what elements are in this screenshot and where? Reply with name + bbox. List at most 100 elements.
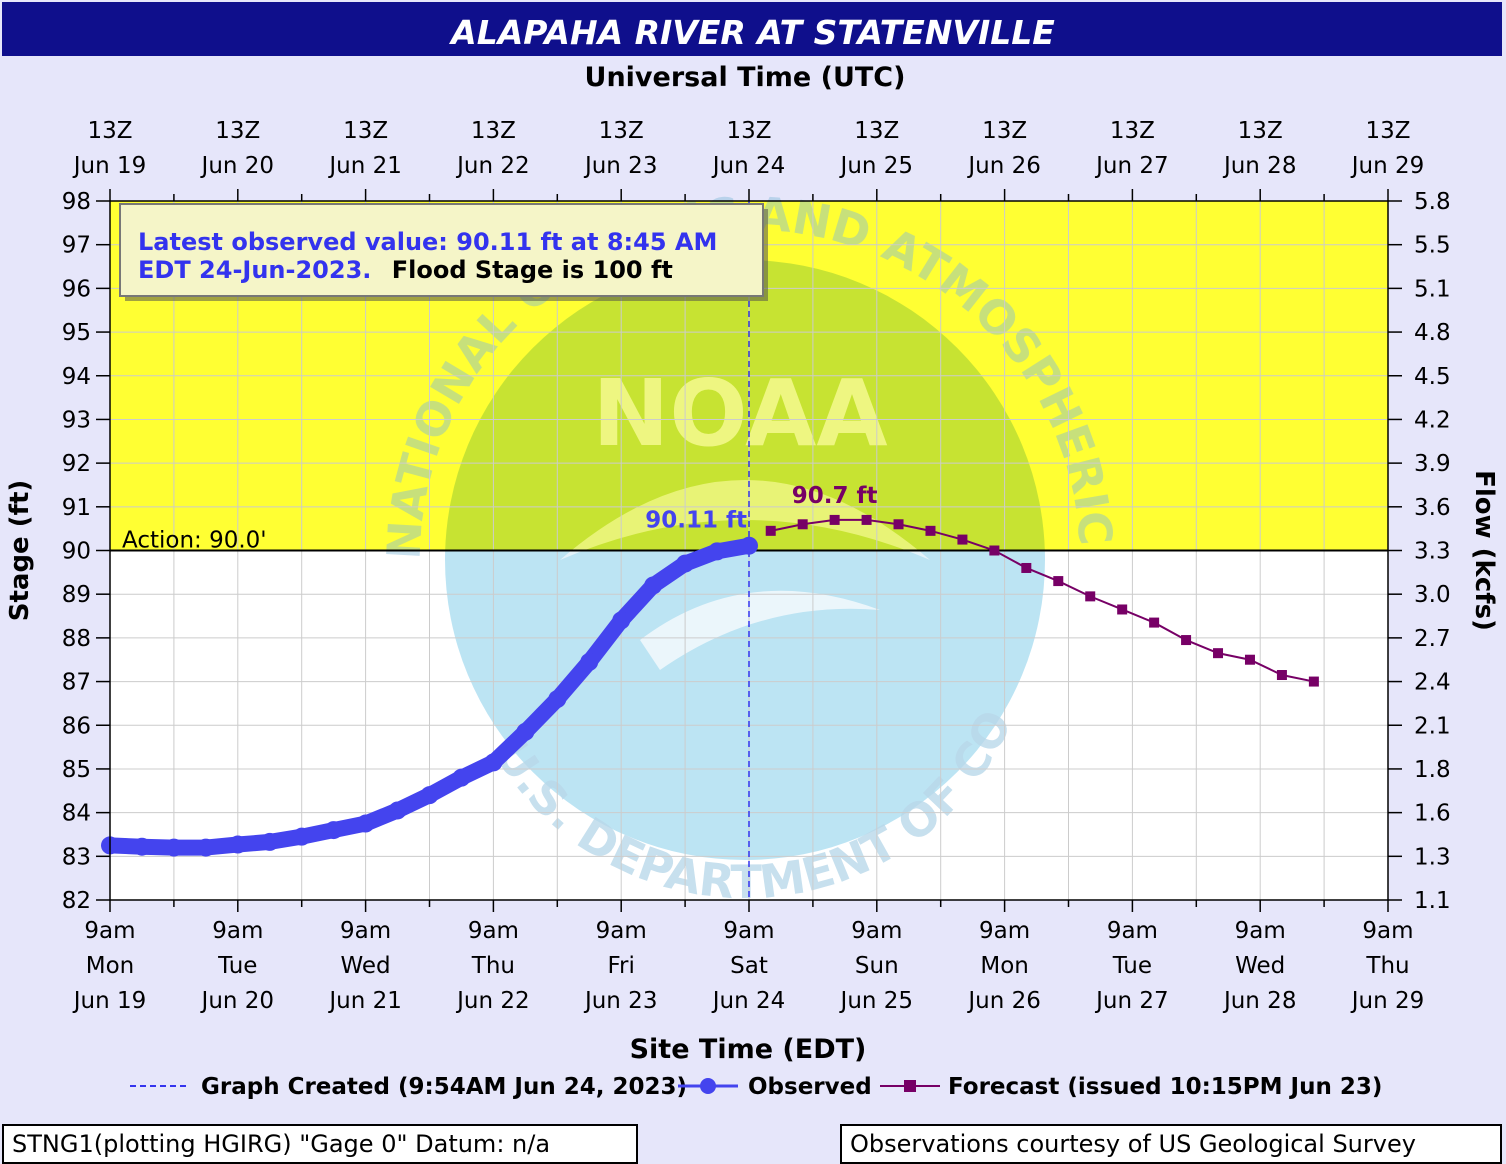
x-tick-label: Jun 19 [72,988,147,1014]
action-stage-label: Action: 90.0' [122,528,267,554]
y2-tick-label: 4.5 [1414,364,1451,390]
x-tick-label: Tue [1112,953,1152,979]
y2-axis-label: Flow (kcfs) [1469,470,1499,631]
observed-point [484,753,503,772]
y2-tick-label: 2.1 [1414,713,1451,739]
x-tick-label: 9am [851,918,902,944]
y2-tick-label: 3.6 [1414,495,1451,521]
y2-tick-label: 2.4 [1414,670,1451,696]
hydrograph-chart: ALAPAHA RIVER AT STATENVILLE Universal T… [0,0,1502,1100]
top-axis-title: Universal Time (UTC) [585,62,906,93]
y-tick-label: 85 [62,757,91,783]
forecast-point [925,525,936,536]
x-tick-label: Thu [471,953,515,979]
observed-point [452,768,471,787]
top-tick-label: 13Z [215,118,260,144]
top-tick-label: Jun 21 [327,153,402,179]
x-tick-label: 9am [1362,918,1413,944]
legend: Graph Created (9:54AM Jun 24, 2023) Obse… [130,1074,1382,1100]
top-tick-label: Jun 27 [1094,153,1169,179]
forecast-point [1117,604,1128,615]
top-tick-label: Jun 29 [1350,153,1425,179]
y-tick-label: 90 [62,539,91,565]
y-tick-label: 83 [62,844,91,870]
x-tick-label: 9am [84,918,135,944]
y-tick-label: 98 [62,189,91,215]
x-tick-label: Jun 26 [966,988,1041,1014]
observed-series [101,536,758,857]
y2-tick-label: 3.0 [1414,582,1451,608]
y-tick-label: 91 [62,495,91,521]
forecast-point [1244,654,1255,665]
forecast-point [989,545,1000,556]
forecast-point [957,534,968,545]
info-line2: EDT 24-Jun-2023. Flood Stage is 100 ft [138,256,673,284]
x-tick-label: 9am [1107,918,1158,944]
forecast-peak-label: 90.7 ft [792,483,878,509]
top-tick-label: 13Z [599,118,644,144]
noaa-globe-lower [445,551,1045,860]
title-bar [2,2,1502,56]
x-tick-label: Jun 24 [711,988,786,1014]
noaa-globe-upper [445,260,1045,551]
y-tick-label: 87 [62,670,91,696]
y-tick-label: 94 [62,364,91,390]
x-tick-label: Jun 29 [1350,988,1425,1014]
forecast-point [1149,617,1160,628]
x-tick-label: Tue [217,953,257,979]
y2-tick-label: 5.1 [1414,276,1451,302]
legend-forecast-marker [904,1080,916,1092]
legend-observed-marker [700,1078,716,1094]
forecast-point [765,525,776,536]
y-tick-label: 82 [62,888,91,914]
y-tick-label: 88 [62,626,91,652]
y2-tick-label: 1.8 [1414,757,1451,783]
info-box-panel [119,203,764,297]
legend-observed: Observed [748,1074,872,1100]
top-tick-label: Jun 24 [711,153,786,179]
y2-tick-label: 5.8 [1414,189,1451,215]
top-tick-label: 13Z [343,118,388,144]
forecast-point [1276,670,1287,681]
noaa-wave-shape [640,590,880,670]
observed-point [708,542,727,561]
observed-point [260,832,279,851]
top-tick-label: Jun 19 [72,153,147,179]
top-tick-label: 13Z [1365,118,1410,144]
observed-value-label: 90.11 ft [645,508,747,534]
y-tick-label: 93 [62,407,91,433]
top-tick-label: 13Z [726,118,771,144]
y2-tick-label: 4.8 [1414,320,1451,346]
x-tick-label: Fri [607,953,634,979]
observed-point [228,835,247,854]
observed-point [324,821,343,840]
forecast-line [770,518,1315,683]
y2-tick-label: 1.3 [1414,844,1451,870]
forecast-point [1053,576,1064,587]
x-tick-label: 9am [212,918,263,944]
x-tick-label: Mon [980,953,1029,979]
top-tick-label: Jun 25 [839,153,914,179]
y2-tick-label: 3.9 [1414,451,1451,477]
x-tick-label: Wed [341,953,391,979]
top-tick-label: 13Z [854,118,899,144]
info-line2-date: EDT 24-Jun-2023. [138,256,371,284]
top-tick-label: Jun 26 [966,153,1041,179]
y2-tick-label: 5.5 [1414,233,1451,259]
x-tick-label: 9am [340,918,391,944]
forecast-point [829,514,840,525]
observed-point [580,652,599,671]
datum-footer: STNG1(plotting HGIRG) "Gage 0" Datum: n/… [2,1124,638,1164]
y-axis-label: Stage (ft) [5,480,35,622]
forecast-point [1308,676,1319,687]
observed-point [356,814,375,833]
top-tick-label: Jun 28 [1222,153,1297,179]
top-tick-label: 13Z [87,118,132,144]
bottom-axis-title: Site Time (EDT) [630,1034,867,1065]
forecast-point [893,519,904,530]
chart-title: ALAPAHA RIVER AT STATENVILLE [448,13,1055,52]
x-tick-label: 9am [468,918,519,944]
y-tick-label: 96 [62,276,91,302]
observed-point [740,536,758,555]
